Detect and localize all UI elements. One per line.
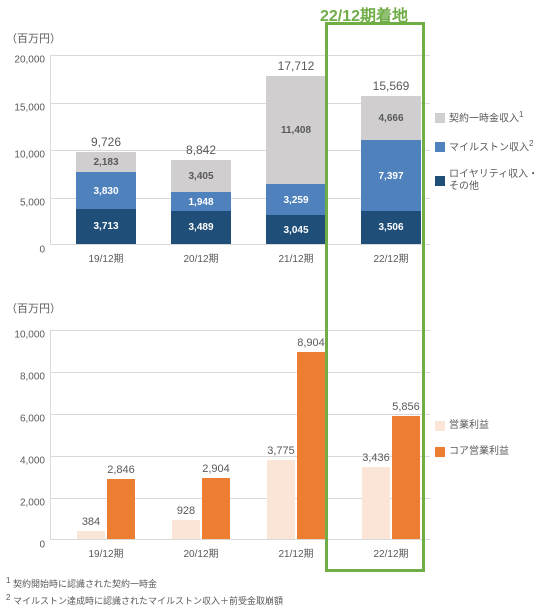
bar <box>392 416 420 539</box>
bar <box>202 478 230 539</box>
value-label: 928 <box>166 505 206 517</box>
legend-item: 契約一時金収入1 <box>435 110 544 125</box>
value-label: 3,713 <box>76 221 136 232</box>
x-label: 19/12期 <box>66 545 146 560</box>
value-label: 7,397 <box>361 171 421 182</box>
chart1-y-title: （百万円） <box>6 30 61 46</box>
footnote-line: 1 契約開始時に認識された契約一時金 <box>6 575 283 592</box>
value-label: 3,489 <box>171 222 231 233</box>
value-label: 3,259 <box>266 195 326 206</box>
value-label: 2,904 <box>196 463 236 475</box>
chart2-legend: 営業利益コア営業利益 <box>435 420 509 472</box>
bar <box>267 460 295 539</box>
chart2-y-title: （百万円） <box>6 300 61 316</box>
value-label: 4,666 <box>361 113 421 124</box>
legend-label: ロイヤリティ収入・その他 <box>449 169 544 193</box>
highlight-title: 22/12期着地 <box>320 2 408 26</box>
value-label: 384 <box>71 516 111 528</box>
value-label: 3,045 <box>266 225 326 236</box>
chart1-legend: 契約一時金収入1 マイルストン収入2 ロイヤリティ収入・その他 <box>435 110 544 207</box>
bar <box>77 531 105 539</box>
bar <box>172 520 200 539</box>
value-label: 3,436 <box>356 452 396 464</box>
value-label: 3,506 <box>361 222 421 233</box>
value-label: 3,830 <box>76 186 136 197</box>
legend-item: 営業利益 <box>435 420 509 432</box>
footnote-line: 2 マイルストン達成時に認識されたマイルストン収入＋前受金取崩額 <box>6 592 283 609</box>
legend-label: マイルストン収入2 <box>449 139 533 154</box>
total-label: 15,569 <box>351 79 431 93</box>
total-label: 17,712 <box>256 59 336 73</box>
x-label: 19/12期 <box>66 250 146 265</box>
legend-label: コア営業利益 <box>449 446 509 458</box>
total-label: 9,726 <box>66 135 146 149</box>
legend-swatch <box>435 421 445 431</box>
legend-item: マイルストン収入2 <box>435 139 544 154</box>
bar <box>297 352 325 539</box>
legend-swatch <box>435 176 445 186</box>
value-label: 2,846 <box>101 464 141 476</box>
value-label: 11,408 <box>266 125 326 136</box>
x-label: 22/12期 <box>351 545 431 560</box>
x-label: 20/12期 <box>161 250 241 265</box>
legend-item: ロイヤリティ収入・その他 <box>435 169 544 193</box>
value-label: 5,856 <box>386 401 426 413</box>
x-label: 21/12期 <box>256 250 336 265</box>
x-label: 21/12期 <box>256 545 336 560</box>
legend-swatch <box>435 447 445 457</box>
value-label: 3,405 <box>171 171 231 182</box>
legend-label: 営業利益 <box>449 420 489 432</box>
legend-item: コア営業利益 <box>435 446 509 458</box>
x-label: 22/12期 <box>351 250 431 265</box>
value-label: 3,775 <box>261 445 301 457</box>
legend-label: 契約一時金収入1 <box>449 110 523 125</box>
legend-swatch <box>435 113 445 123</box>
total-label: 8,842 <box>161 143 241 157</box>
bar <box>362 467 390 539</box>
legend-swatch <box>435 142 445 152</box>
x-label: 20/12期 <box>161 545 241 560</box>
value-label: 8,904 <box>291 337 331 349</box>
value-label: 2,183 <box>76 157 136 168</box>
value-label: 1,948 <box>171 197 231 208</box>
bar <box>107 479 135 539</box>
footnotes: 1 契約開始時に認識された契約一時金2 マイルストン達成時に認識されたマイルスト… <box>6 575 283 608</box>
